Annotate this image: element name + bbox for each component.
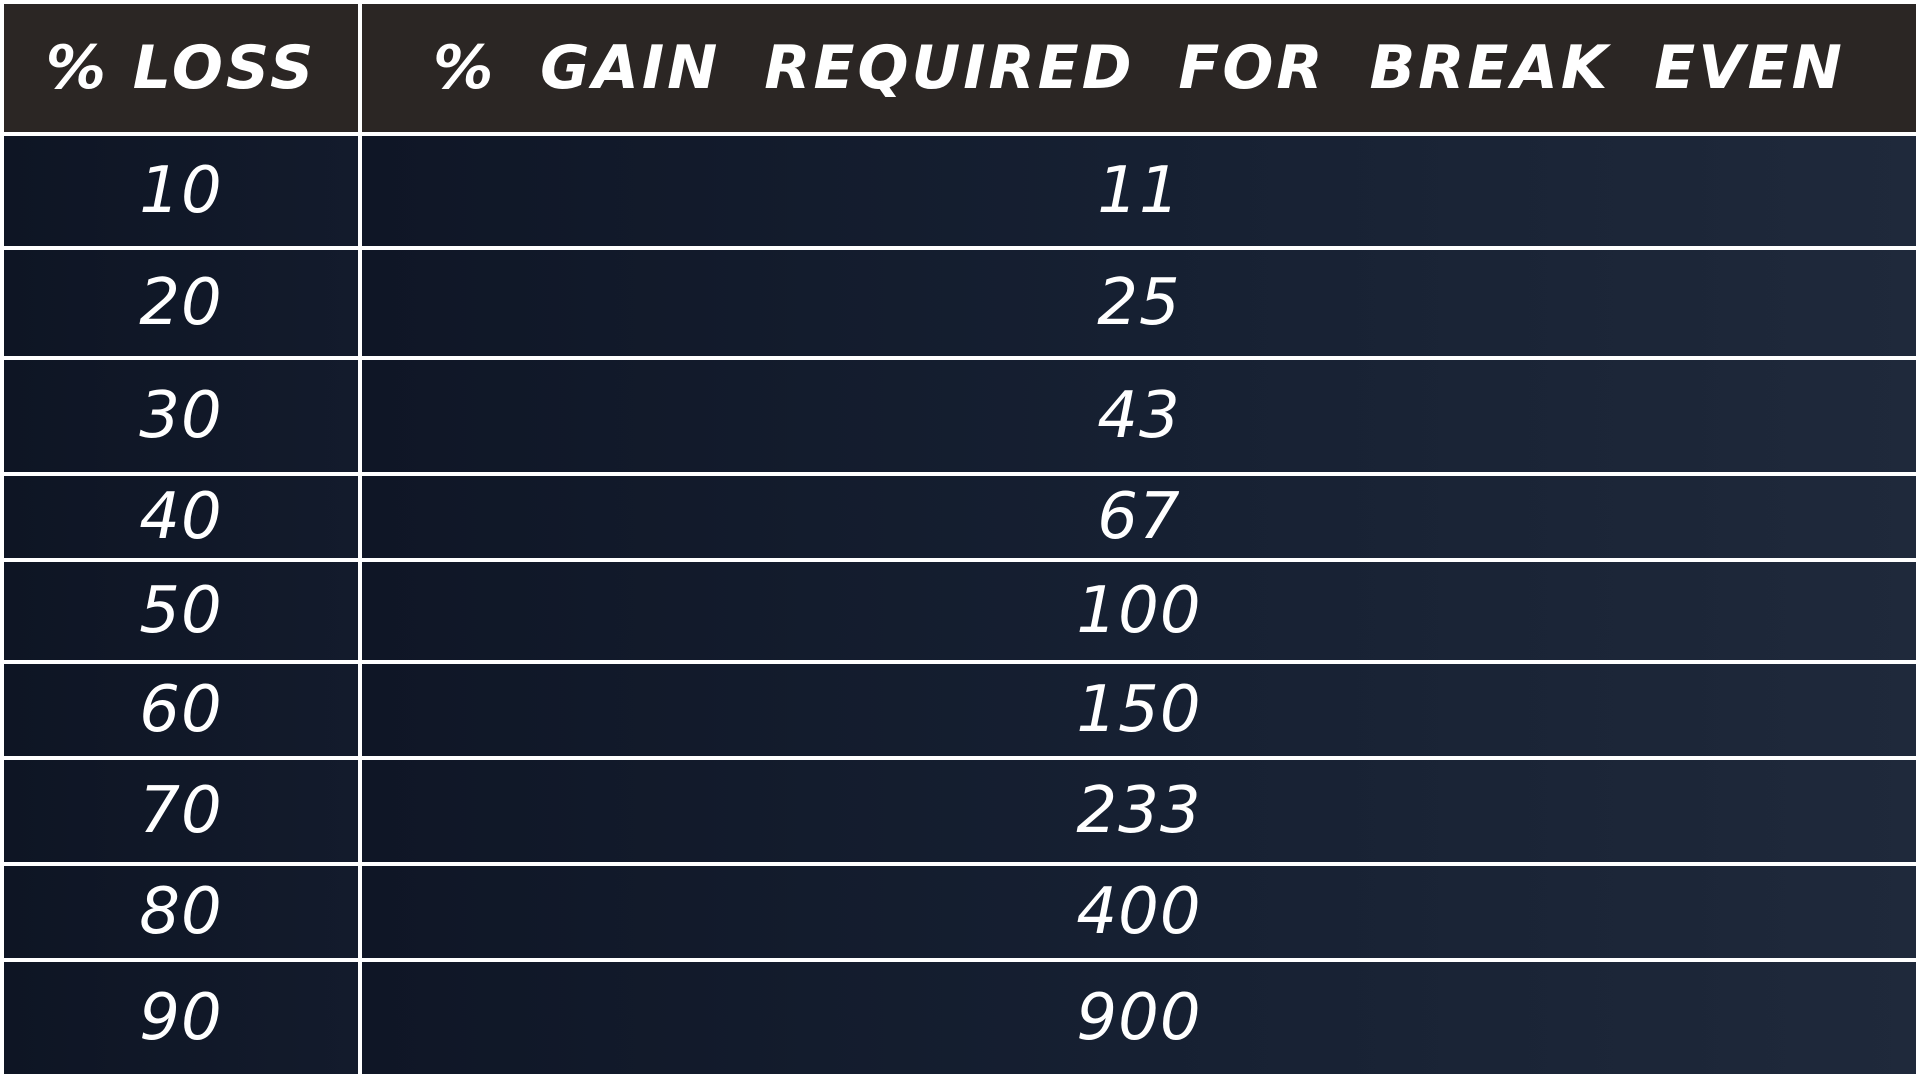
loss-cell: 80 <box>4 866 358 958</box>
gain-cell: 400 <box>362 866 1916 958</box>
loss-cell: 30 <box>4 360 358 472</box>
loss-cell: 10 <box>4 136 358 246</box>
table-row: 60 150 <box>4 664 1916 756</box>
table-row: 50 100 <box>4 562 1916 660</box>
gain-cell: 11 <box>362 136 1916 246</box>
loss-cell: 50 <box>4 562 358 660</box>
loss-cell: 70 <box>4 760 358 862</box>
loss-cell: 40 <box>4 476 358 558</box>
table-header-row: % LOSS % GAIN REQUIRED FOR BREAK EVEN <box>4 4 1916 132</box>
header-loss: % LOSS <box>4 4 358 132</box>
table-row: 30 43 <box>4 360 1916 472</box>
gain-cell: 43 <box>362 360 1916 472</box>
loss-cell: 20 <box>4 250 358 356</box>
header-gain-required: % GAIN REQUIRED FOR BREAK EVEN <box>362 4 1916 132</box>
table-row: 10 11 <box>4 136 1916 246</box>
gain-cell: 100 <box>362 562 1916 660</box>
table-row: 20 25 <box>4 250 1916 356</box>
loss-cell: 90 <box>4 962 358 1074</box>
gain-cell: 25 <box>362 250 1916 356</box>
gain-cell: 150 <box>362 664 1916 756</box>
gain-cell: 900 <box>362 962 1916 1074</box>
table-row: 90 900 <box>4 962 1916 1074</box>
loss-cell: 60 <box>4 664 358 756</box>
table-row: 70 233 <box>4 760 1916 862</box>
gain-cell: 67 <box>362 476 1916 558</box>
table-row: 40 67 <box>4 476 1916 558</box>
gain-cell: 233 <box>362 760 1916 862</box>
table-row: 80 400 <box>4 866 1916 958</box>
